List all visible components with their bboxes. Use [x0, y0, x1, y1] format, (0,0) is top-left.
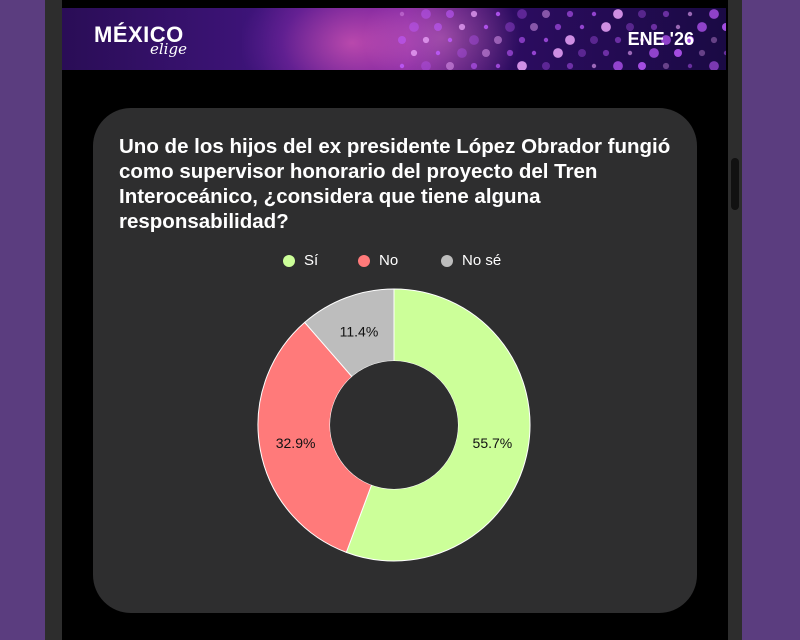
banner-dot	[469, 35, 479, 45]
banner-dot	[434, 23, 442, 31]
banner-dot	[613, 61, 623, 70]
banner-dot	[517, 9, 527, 19]
banner-dot	[709, 9, 719, 19]
banner-dot	[398, 36, 406, 44]
banner-dot	[554, 23, 562, 31]
banner-dot	[447, 37, 453, 43]
banner-dot	[722, 23, 726, 31]
logo-elige: elige	[150, 40, 187, 58]
banner-dot	[614, 36, 622, 44]
legend-label-si: Sí	[304, 252, 319, 269]
banner-dot	[627, 50, 633, 56]
banner-dot	[675, 24, 681, 30]
banner-dot	[697, 22, 707, 32]
logo-mexico: MÉXICO	[94, 22, 184, 47]
banner-dot	[518, 36, 526, 44]
banner-dot	[542, 62, 550, 70]
data-label-si: 55.7%	[473, 435, 513, 451]
banner-dot	[409, 22, 419, 32]
donut-hole	[330, 361, 458, 489]
banner-dot	[531, 50, 537, 56]
banner-dot	[421, 61, 431, 70]
edition-date: ENE '26	[627, 29, 694, 49]
banner-dot	[662, 62, 670, 70]
banner-dot	[590, 36, 598, 44]
banner-dot	[470, 62, 478, 70]
banner-dot	[674, 49, 682, 57]
banner-dot	[495, 63, 501, 69]
banner-dot	[494, 36, 502, 44]
banner-dot	[639, 37, 645, 43]
data-label-no: 32.9%	[276, 435, 316, 451]
legend-label-no: No	[379, 252, 399, 269]
banner-dot	[698, 49, 706, 57]
banner-dot	[649, 48, 659, 58]
banner-dot	[638, 62, 646, 70]
banner-dot	[457, 48, 467, 58]
legend-swatch-si	[283, 254, 295, 267]
banner-dot	[458, 23, 466, 31]
legend-label-nose: No sé	[462, 252, 502, 269]
legend-swatch-nose	[441, 254, 453, 267]
banner-dot	[399, 11, 405, 17]
banner-dot	[542, 10, 550, 18]
banner-dot	[506, 49, 514, 57]
banner-dot	[566, 62, 574, 70]
banner-dot	[435, 50, 441, 56]
banner-dot	[686, 36, 694, 44]
banner-dot	[446, 62, 454, 70]
banner-dot	[505, 22, 515, 32]
banner-dot	[591, 11, 597, 17]
banner-dot	[601, 22, 611, 32]
banner-dot	[687, 11, 693, 17]
legend-item-si[interactable]: Sí	[283, 252, 318, 269]
banner-dot	[638, 10, 646, 18]
legend-item-nose[interactable]: No sé	[441, 252, 501, 269]
scrollbar-thumb[interactable]	[731, 158, 739, 210]
banner-dot	[553, 48, 563, 58]
chart-title: Uno de los hijos del ex presidente López…	[119, 135, 671, 233]
banner-dot	[602, 49, 610, 57]
banner-dot	[709, 61, 719, 70]
banner-dot	[710, 36, 718, 44]
banner-dot	[410, 49, 418, 57]
banner-dot	[530, 23, 538, 31]
banner-dot	[591, 63, 597, 69]
banner-dot	[565, 35, 575, 45]
banner-dot	[517, 61, 527, 70]
banner-dot	[470, 10, 478, 18]
banner-dot	[422, 36, 430, 44]
banner-dot	[723, 50, 726, 56]
banner-dot	[543, 37, 549, 43]
banner-dot	[687, 63, 693, 69]
legend-item-no[interactable]: No	[358, 252, 398, 269]
banner-dot	[579, 24, 585, 30]
legend-swatch-no	[358, 254, 370, 267]
banner-dot	[578, 49, 586, 57]
banner-dot	[446, 10, 454, 18]
banner-dot	[661, 35, 671, 45]
banner-dot	[650, 23, 658, 31]
banner-dot	[483, 24, 489, 30]
banner-dot	[482, 49, 490, 57]
banner-dot	[626, 23, 634, 31]
banner-dot	[495, 11, 501, 17]
banner-dot	[613, 9, 623, 19]
banner-dots-decoration	[398, 9, 726, 70]
banner-dot	[662, 10, 670, 18]
banner-glow-secondary	[362, 8, 522, 70]
chart-legend: Sí No No sé	[0, 252, 800, 272]
banner-dot	[421, 9, 431, 19]
header-banner: MÉXICO elige ENE '26	[62, 8, 726, 70]
banner-dot	[566, 10, 574, 18]
banner-dot	[399, 63, 405, 69]
data-label-nose: 11.4%	[340, 323, 379, 339]
